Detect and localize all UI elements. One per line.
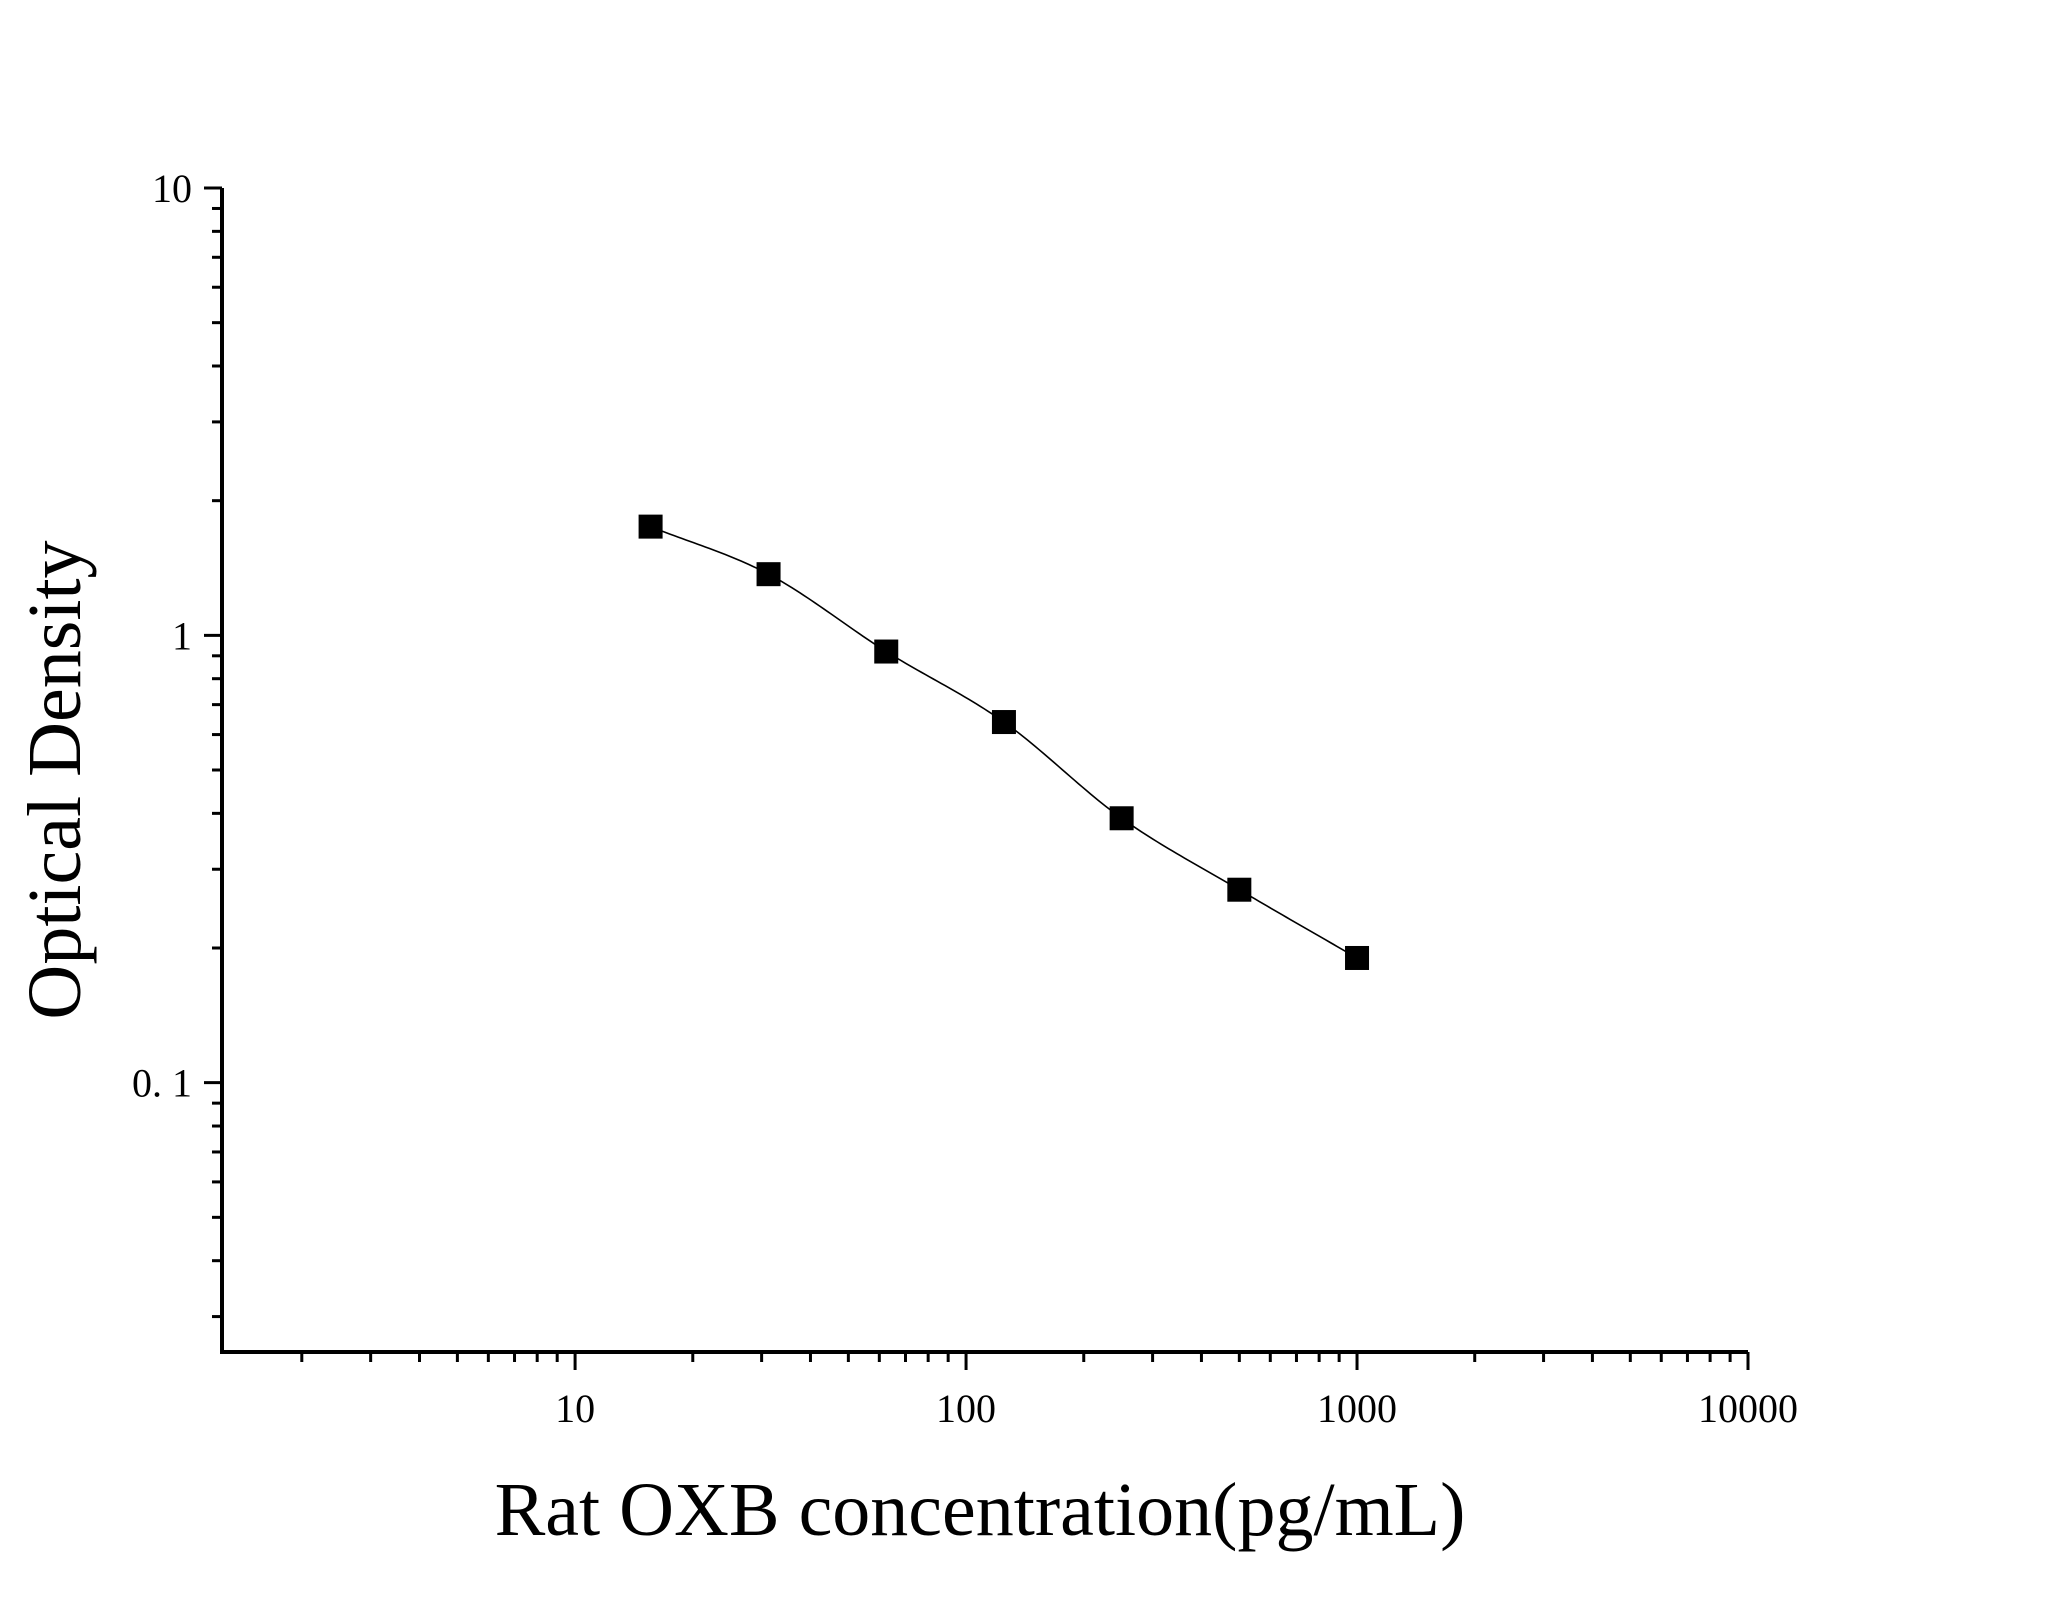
x-tick-label: 1000	[1317, 1386, 1397, 1431]
x-axis-title: Rat OXB concentration(pg/mL)	[495, 1468, 1466, 1552]
x-tick-label: 10	[555, 1386, 595, 1431]
axes	[220, 188, 1748, 1354]
data-point	[1109, 806, 1134, 831]
data-point	[991, 710, 1016, 735]
y-tick-label: 10	[152, 166, 192, 211]
data-point	[1345, 945, 1370, 970]
data-points	[638, 514, 1370, 970]
data-point	[638, 514, 663, 539]
data-point	[756, 562, 781, 587]
y-tick-label: 1	[172, 613, 192, 658]
axis-ticks	[204, 186, 1750, 1370]
y-axis-title: Optical Density	[13, 540, 97, 1019]
data-point	[874, 639, 899, 664]
data-point	[1227, 877, 1252, 902]
y-tick-label: 0. 1	[132, 1061, 192, 1106]
x-tick-label: 100	[936, 1386, 996, 1431]
x-tick-label: 10000	[1698, 1386, 1798, 1431]
axis-tick-labels: 10 100 1000 10000 0. 1 1 10	[132, 166, 1798, 1431]
